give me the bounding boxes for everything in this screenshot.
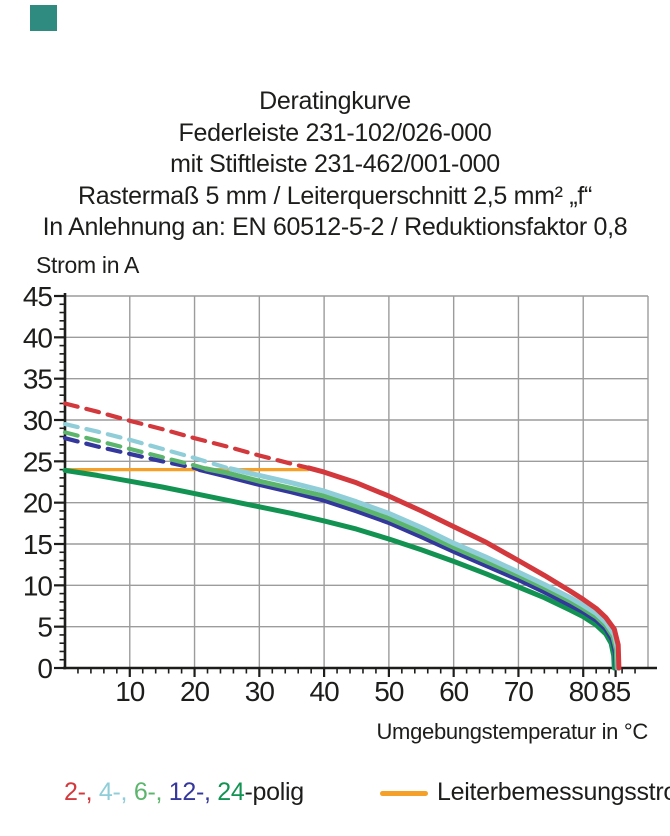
x-tick-label: 30 [245, 676, 275, 707]
series-12-polig [197, 467, 619, 671]
x-tick-label: 20 [180, 676, 210, 707]
chart-title-line-3: mit Stiftleiste 231-462/001-000 [170, 150, 500, 178]
poles-legend-piece: 12-, [168, 778, 218, 806]
chart-title-line-4: Rastermaß 5 mm / Leiterquerschnitt 2,5 m… [77, 181, 593, 210]
chart-title-line-2: Federleiste 231-102/026-000 [178, 118, 492, 147]
poles-legend-piece: 2-, [64, 778, 99, 806]
series-2-polig [62, 401, 311, 470]
y-tick-label: 5 [37, 612, 52, 643]
poles-legend-piece: 4-, [98, 778, 134, 806]
y-tick-label: 20 [23, 488, 53, 519]
series-4-polig [62, 422, 233, 471]
chart-title-line-5: In Anlehnung an: EN 60512-5-2 / Reduktio… [42, 213, 628, 241]
poles-legend-piece: 24 [217, 778, 245, 806]
series-24-polig [62, 467, 617, 671]
y-tick-label: 40 [23, 322, 53, 353]
y-tick-label: 10 [23, 570, 53, 601]
x-tick-label: 60 [439, 676, 469, 707]
poles-legend: 2-, 4-, 6-, 12-, 24-polig [64, 778, 304, 807]
series-4-polig [228, 466, 621, 671]
x-axis-title: Umgebungstemperatur in °C [376, 719, 648, 744]
y-tick-label: 25 [23, 446, 53, 477]
rated-current-line-swatch [380, 791, 428, 796]
x-tick-label: 80 [569, 676, 599, 707]
y-tick-label: 15 [23, 529, 53, 560]
series-2-polig [306, 465, 622, 671]
rated-current-label: Leiterbemessungsstrom [437, 778, 670, 806]
series-6-polig [62, 430, 209, 471]
x-tick-label: 50 [374, 676, 404, 707]
poles-legend-piece: 6-, [133, 778, 169, 806]
y-tick-label: 30 [23, 405, 53, 436]
poles-legend-piece: -polig [244, 778, 305, 806]
chart-title-block: Deratingkurve Federleiste 231-102/026-00… [0, 86, 670, 244]
y-tick-label: 45 [23, 281, 53, 312]
x-tick-label: 85 [601, 676, 631, 707]
chart-title-line-1: Deratingkurve [259, 87, 411, 115]
x-tick-label: 70 [504, 676, 534, 707]
y-tick-label: 35 [23, 364, 53, 395]
y-tick-label: 0 [37, 653, 52, 684]
corner-marker [30, 5, 57, 31]
y-axis-title: Strom in A [36, 252, 140, 278]
series-12-polig [62, 436, 202, 472]
x-tick-label: 10 [115, 676, 145, 707]
series-6-polig [203, 466, 620, 671]
x-tick-label: 40 [310, 676, 340, 707]
